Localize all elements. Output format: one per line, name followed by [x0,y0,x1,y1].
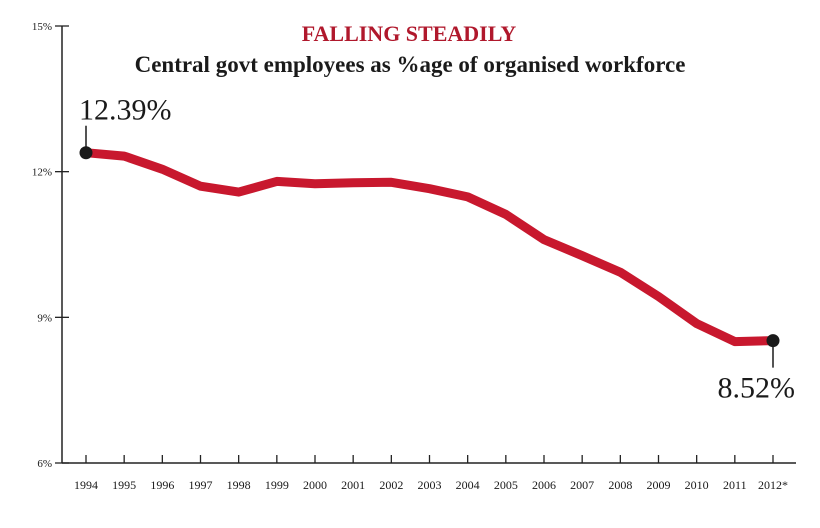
y-tick-label: 15% [32,21,52,33]
callout-label: 8.52% [718,372,796,405]
x-tick-label: 2010 [685,478,709,492]
x-tick-label: 2009 [647,478,671,492]
x-tick-label: 2012* [758,478,788,492]
x-tick-label: 2004 [456,478,480,492]
y-tick-label: 9% [37,312,52,324]
x-tick-label: 2001 [341,478,365,492]
y-ticks: 6% 9% 12% 15% [32,21,69,470]
x-tick-label: 2006 [532,478,556,492]
callout-label: 12.39% [79,94,172,127]
x-ticks: 1994 1995 1996 1997 1998 1999 2000 2001 2002 2003… [74,455,788,492]
x-tick-label: 1996 [150,478,174,492]
y-tick-label: 6% [37,458,52,470]
annotations: 12.39% 8.52% [79,94,795,405]
x-tick-label: 1999 [265,478,289,492]
x-tick-label: 1998 [227,478,251,492]
y-tick-label: 12% [32,167,52,179]
x-tick-label: 2011 [723,478,747,492]
x-tick-label: 2007 [570,478,594,492]
chart-title: FALLING STEADILY [302,21,517,46]
end-point-marker [766,334,780,348]
x-tick-label: 2005 [494,478,518,492]
x-tick-label: 2002 [379,478,403,492]
x-tick-label: 2000 [303,478,327,492]
x-tick-label: 2008 [608,478,632,492]
series-line [81,148,778,347]
x-tick-label: 1994 [74,478,98,492]
x-tick-label: 1995 [112,478,136,492]
end-point-marker [79,146,93,160]
x-tick-label: 1997 [189,478,213,492]
chart-subtitle: Central govt employees as %age of organi… [135,52,686,77]
x-tick-label: 2003 [418,478,442,492]
